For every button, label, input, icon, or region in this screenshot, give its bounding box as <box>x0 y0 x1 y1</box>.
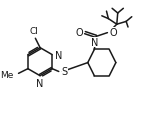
Text: Cl: Cl <box>29 26 38 35</box>
Text: O: O <box>109 27 117 37</box>
Text: O: O <box>76 27 83 37</box>
Text: S: S <box>62 67 68 77</box>
Text: N: N <box>91 37 98 47</box>
Text: N: N <box>36 78 44 88</box>
Text: Me: Me <box>0 70 14 79</box>
Text: N: N <box>54 50 62 60</box>
